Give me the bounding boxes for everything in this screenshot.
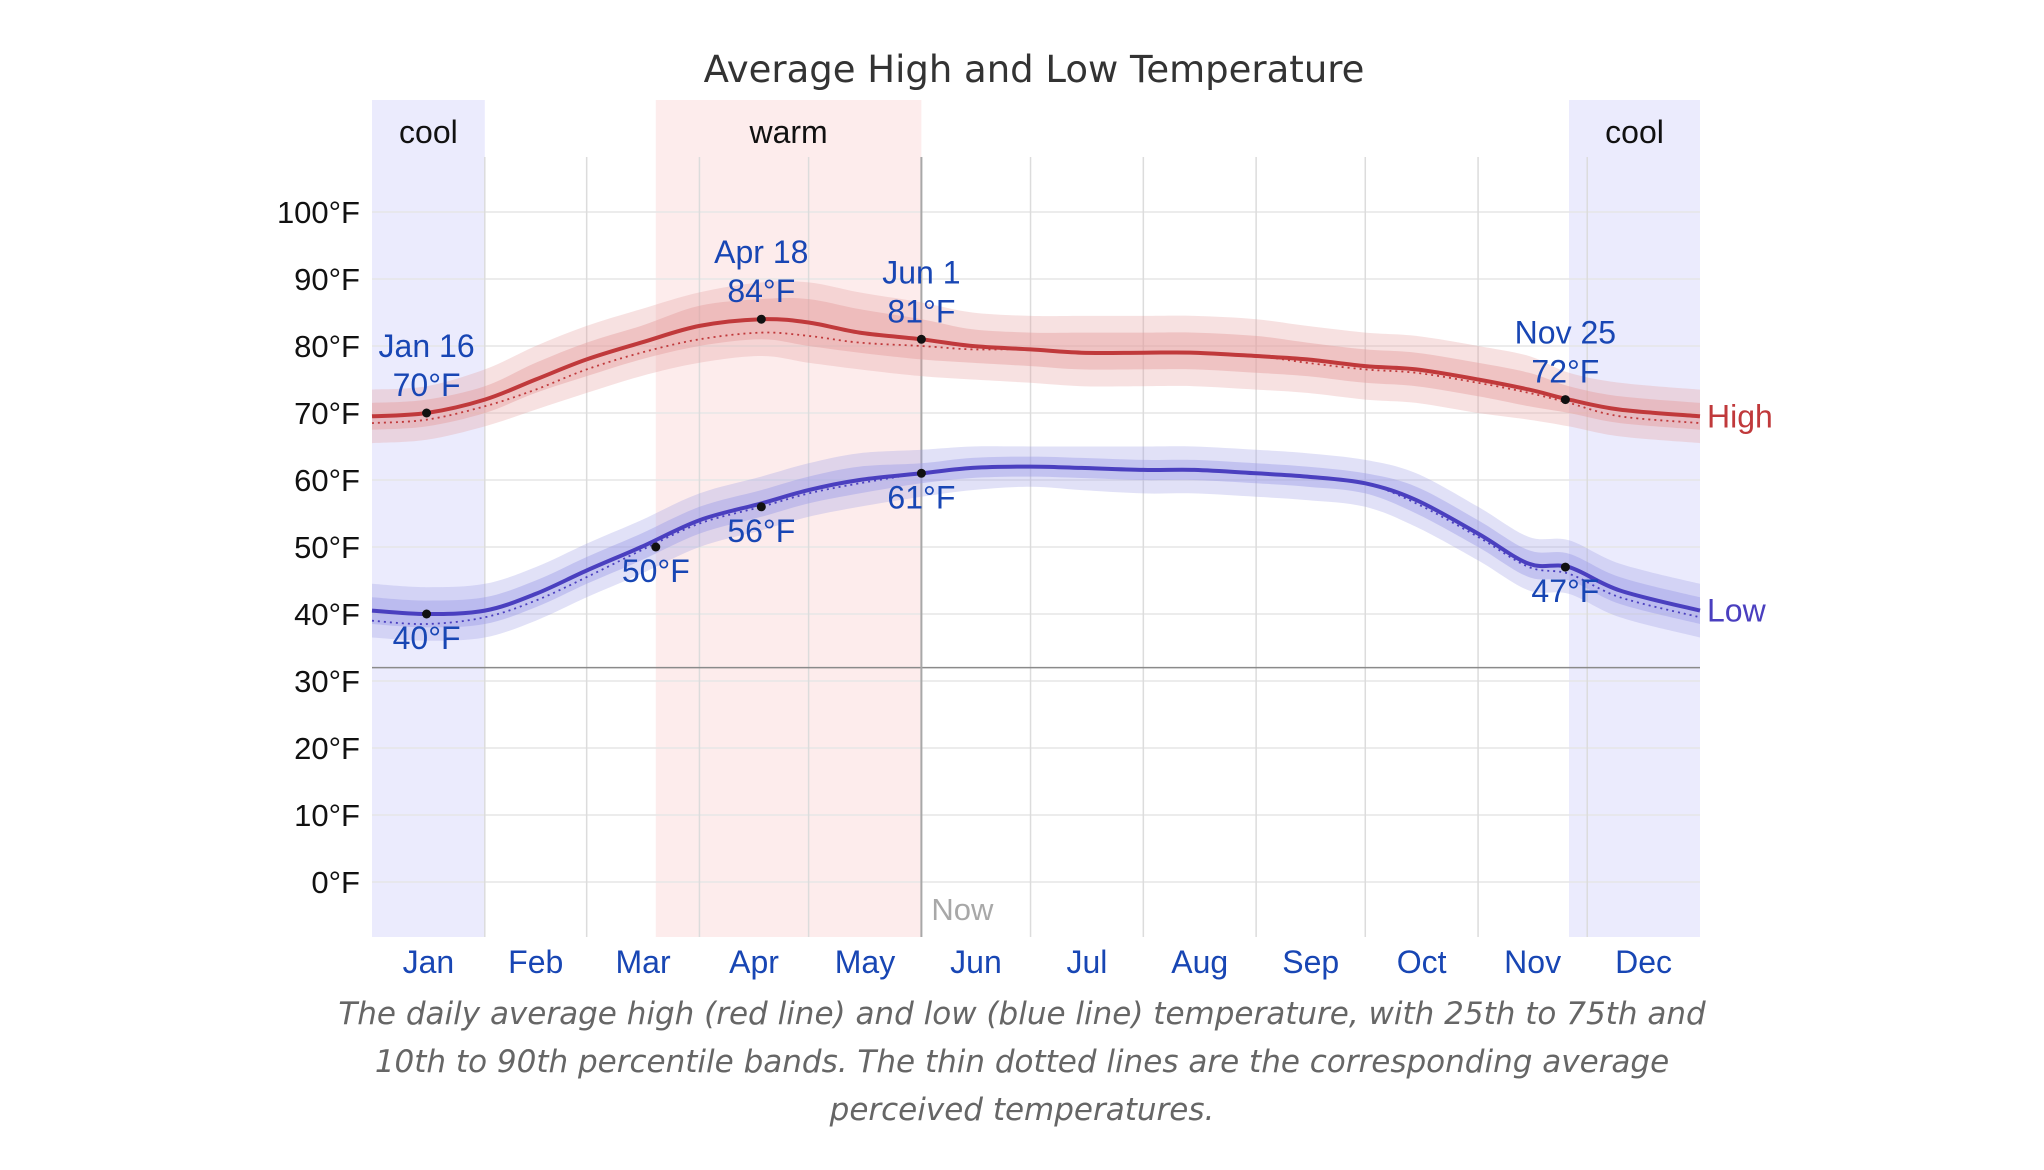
x-tick-label-apr: Apr (729, 944, 779, 980)
x-tick-label-jul: Jul (1066, 944, 1107, 980)
x-tick-label-may: May (835, 944, 895, 980)
y-tick-label-30: 30°F (294, 664, 360, 699)
chart-caption: The daily average high (red line) and lo… (338, 996, 1706, 1128)
season-label-cool-2: cool (1605, 114, 1664, 150)
annotation-value-6: 56°F (727, 513, 795, 549)
y-tick-label-20: 20°F (294, 731, 360, 766)
season-label-warm-1: warm (748, 114, 827, 150)
annotation-value-2: 81°F (887, 293, 955, 329)
now-label: Now (931, 892, 994, 927)
annotation-point-high-3 (1560, 395, 1570, 405)
annotation-value-5: 50°F (622, 553, 690, 589)
axis-labels: 0°F 10°F 20°F 30°F 40°F 50°F 60°F 70°F 80°F 90°F 1… (277, 195, 1672, 980)
y-tick-label-0: 0°F (311, 865, 360, 900)
season-band-cool-2 (1569, 100, 1700, 937)
series-label-high: High (1707, 398, 1773, 434)
y-tick-label-60: 60°F (294, 463, 360, 498)
y-tick-label-90: 90°F (294, 262, 360, 297)
y-tick-label-70: 70°F (294, 396, 360, 431)
annotation-point-high-0 (422, 408, 432, 418)
y-tick-label-80: 80°F (294, 329, 360, 364)
y-tick-label-10: 10°F (294, 798, 360, 833)
x-tick-label-jun: Jun (950, 944, 1002, 980)
annotation-value-0: 70°F (393, 367, 461, 403)
annotation-date-1: Apr 18 (714, 234, 808, 270)
annotation-point-low-7 (916, 468, 926, 478)
annotation-point-low-8 (1560, 562, 1570, 572)
x-tick-label-mar: Mar (616, 944, 671, 980)
series-label-low: Low (1707, 593, 1767, 629)
x-tick-label-dec: Dec (1615, 944, 1672, 980)
x-tick-label-sep: Sep (1282, 944, 1339, 980)
annotation-date-3: Nov 25 (1515, 315, 1616, 351)
chart-background (0, 0, 2044, 1000)
band-p10-p90-high (372, 281, 1700, 444)
x-tick-label-feb: Feb (508, 944, 563, 980)
series-lines: High Low (371, 317, 1773, 629)
band-p10-p90-low (372, 446, 1700, 641)
band-p25-p75-high (372, 298, 1700, 430)
annotation-date-0: Jan 16 (379, 328, 475, 364)
annotation-value-1: 84°F (727, 273, 795, 309)
annotation-value-3: 72°F (1531, 354, 1599, 390)
y-tick-label-50: 50°F (294, 530, 360, 565)
annotation-point-high-2 (916, 334, 926, 344)
season-label-cool-0: cool (399, 114, 458, 150)
series-line-low (371, 464, 1701, 617)
annotation-date-2: Jun 1 (882, 254, 960, 290)
x-tick-label-nov: Nov (1504, 944, 1561, 980)
y-tick-label-100: 100°F (277, 195, 360, 230)
x-tick-label-oct: Oct (1397, 944, 1447, 980)
annotation-value-7: 61°F (887, 479, 955, 515)
percentile-bands (372, 281, 1700, 641)
grid-lines: Now (372, 157, 1700, 937)
x-tick-label-aug: Aug (1171, 944, 1228, 980)
band-p25-p75-low (372, 456, 1700, 628)
season-band-cool-0 (372, 100, 485, 937)
series-line-high (371, 317, 1701, 419)
annotation-value-4: 40°F (393, 620, 461, 656)
annotation-point-low-6 (756, 502, 766, 512)
annotation-point-low-4 (422, 609, 432, 619)
annotation-value-8: 47°F (1531, 573, 1599, 609)
annotation-point-low-5 (651, 542, 661, 552)
x-tick-label-jan: Jan (403, 944, 455, 980)
annotation-point-high-1 (756, 314, 766, 324)
chart-title: Average High and Low Temperature (704, 48, 1365, 91)
y-tick-label-40: 40°F (294, 597, 360, 632)
